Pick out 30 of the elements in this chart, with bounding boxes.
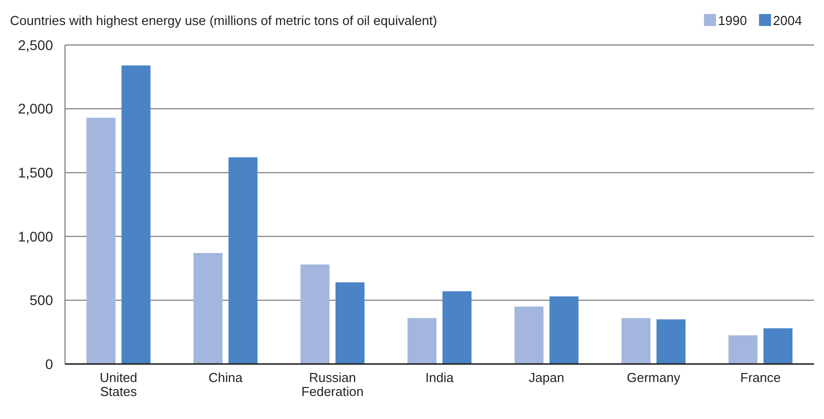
bar <box>300 264 330 364</box>
x-tick-label: Japan <box>528 370 564 385</box>
bar <box>336 282 364 364</box>
bar <box>656 319 686 364</box>
legend-label: 2004 <box>773 13 802 28</box>
legend-label: 1990 <box>718 13 747 28</box>
bar <box>622 318 650 364</box>
x-tick-label: China <box>208 370 244 385</box>
y-tick-label: 2,500 <box>18 36 54 53</box>
bar <box>408 318 436 364</box>
y-tick-label: 2,000 <box>18 100 54 117</box>
y-tick-label: 0 <box>45 356 54 372</box>
bar <box>194 252 222 364</box>
bar <box>514 306 544 364</box>
bar <box>442 291 472 364</box>
x-tick-label: United States <box>100 370 138 399</box>
bar <box>728 335 758 364</box>
bar <box>550 296 578 364</box>
bar <box>122 65 150 364</box>
x-tick-label: Germany <box>626 370 681 385</box>
y-tick-label: 1,500 <box>18 164 54 180</box>
x-tick-label: Russian Federation <box>301 370 364 399</box>
bar <box>764 328 792 364</box>
y-tick-label: 1,000 <box>18 228 54 244</box>
y-tick-label: 500 <box>30 292 54 308</box>
chart-title: Countries with highest energy use (millions of metric tons of oil equivalent) <box>10 13 438 28</box>
bar <box>86 118 116 364</box>
x-tick-label: France <box>740 370 781 385</box>
x-tick-label: India <box>425 370 454 385</box>
bar <box>228 157 258 364</box>
